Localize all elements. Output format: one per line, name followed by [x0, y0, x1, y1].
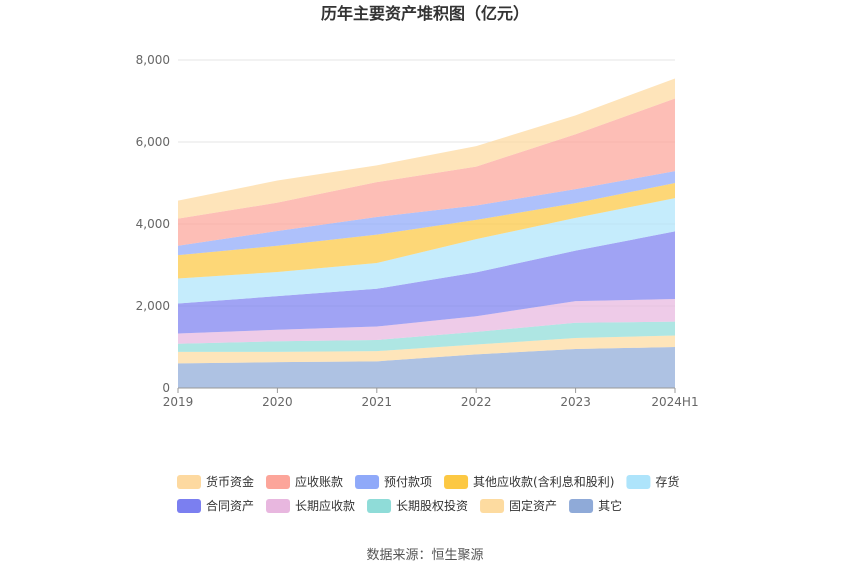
legend-item[interactable]: 其它: [569, 498, 622, 513]
x-tick-label: 2023: [560, 395, 591, 409]
x-tick-label: 2020: [262, 395, 293, 409]
area-series-4: [178, 231, 675, 334]
legend-label: 存货: [655, 474, 679, 489]
chart-title: 历年主要资产堆积图（亿元）: [321, 4, 529, 23]
legend-swatch: [355, 475, 380, 489]
y-tick-label: 6,000: [136, 135, 170, 149]
legend-swatch: [266, 499, 291, 513]
y-tick-label: 8,000: [136, 53, 170, 67]
area-series-9: [178, 78, 675, 219]
legend-label: 长期股权投资: [396, 498, 468, 513]
legend-swatch: [177, 499, 201, 513]
area-series-7: [178, 171, 675, 256]
legend-item[interactable]: 预付款项: [355, 475, 432, 489]
y-tick-label: 2,000: [136, 299, 170, 313]
legend-item[interactable]: 固定资产: [480, 498, 557, 513]
legend-swatch: [569, 499, 594, 513]
legend-label: 应收账款: [295, 474, 343, 489]
legend-label: 货币资金: [206, 474, 254, 489]
x-tick-label: 2022: [461, 395, 492, 409]
y-tick-label: 4,000: [136, 217, 170, 231]
x-tick-label: 2019: [163, 395, 194, 409]
legend-item[interactable]: 长期股权投资: [367, 498, 468, 513]
legend-swatch: [626, 475, 651, 489]
legend-label: 其它: [598, 498, 622, 513]
legend-item[interactable]: 合同资产: [177, 498, 254, 513]
y-tick-label: 0: [162, 381, 170, 395]
area-series-1: [178, 335, 675, 364]
axes: 0 2,000 4,000 6,000 8,000 2019 2020 2021 2022 202…: [136, 53, 699, 409]
legend-label: 其他应收款(含利息和股利): [473, 474, 614, 489]
area-series-6: [178, 183, 675, 279]
legend-swatch: [367, 499, 392, 513]
data-source: 数据来源：恒生聚源: [366, 548, 483, 563]
area-series-8: [178, 98, 675, 246]
legend-item[interactable]: 货币资金: [177, 474, 254, 489]
legend-item[interactable]: 长期应收款: [266, 498, 355, 513]
x-tick-label: 2024H1: [651, 395, 698, 409]
legend-swatch: [177, 475, 201, 489]
area-series-2: [178, 321, 675, 352]
x-tick-label: 2021: [362, 395, 393, 409]
legend-item[interactable]: 其他应收款(含利息和股利): [444, 474, 614, 489]
area-series-0: [178, 347, 675, 388]
legend-label: 长期应收款: [295, 498, 355, 513]
legend-swatch: [480, 499, 505, 513]
legend-swatch: [266, 475, 291, 489]
legend-item[interactable]: 存货: [626, 474, 679, 489]
legend-item[interactable]: 应收账款: [266, 474, 343, 489]
area-series: [178, 78, 675, 388]
area-series-5: [178, 198, 675, 304]
legend-label: 合同资产: [206, 498, 254, 513]
legend-swatch: [444, 475, 469, 489]
legend-label: 固定资产: [509, 498, 557, 513]
legend-label: 预付款项: [384, 475, 432, 489]
